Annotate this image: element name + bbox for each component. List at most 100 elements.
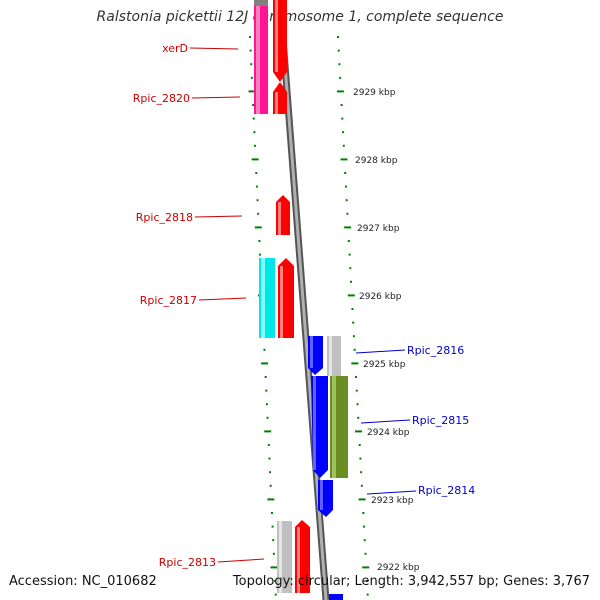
gene-arrow-rpic2814-highlight — [320, 480, 323, 510]
left-frame-tick — [274, 593, 277, 596]
right-frame-tick — [345, 199, 348, 202]
left-frame-tick — [266, 416, 269, 419]
right-frame-tick — [358, 444, 361, 446]
gene-label-rpic2818: Rpic_2818 — [136, 211, 193, 224]
gene-arrow-rpic2813-highlight — [297, 527, 300, 593]
right-frame-tick — [344, 172, 347, 174]
left-frame-tick — [272, 552, 275, 555]
scale-label-2928: 2928 kbp — [355, 156, 398, 166]
right-frame-tick — [366, 593, 369, 596]
left-frame-tick — [261, 362, 269, 365]
left-frame-tick — [255, 185, 258, 188]
left-frame-tick — [265, 389, 268, 392]
right-frame-tick — [352, 321, 355, 324]
gene-label-group-right: Rpic_2816 Rpic_2815 Rpic_2814 — [355, 344, 475, 497]
gene-block-top-gray — [254, 0, 268, 6]
right-frame-tick — [359, 457, 362, 460]
map-title: Ralstonia pickettii 12J chromosome 1, co… — [96, 9, 504, 25]
left-frame-tick — [259, 253, 262, 256]
left-frame-tick — [267, 498, 275, 501]
gene-label-rpic2820: Rpic_2820 — [133, 92, 190, 105]
left-frame-tick — [250, 63, 253, 66]
right-frame-tick — [358, 498, 366, 501]
leader-line-rpic2816 — [355, 349, 406, 354]
right-frame-tick — [340, 158, 348, 161]
left-frame-tick — [270, 512, 273, 514]
right-frame-tick — [344, 226, 352, 229]
leader-line-xerD — [189, 47, 239, 50]
right-frame-tick — [356, 403, 359, 406]
right-frame-tick — [347, 294, 355, 297]
left-frame-tick — [270, 566, 278, 569]
left-frame-tick — [274, 580, 277, 582]
right-frame-tick — [364, 552, 367, 555]
gene-label-rpic2814: Rpic_2814 — [418, 484, 475, 497]
right-frame-tick — [349, 267, 352, 270]
left-frame-tick — [248, 90, 256, 93]
right-frame-tick — [339, 76, 342, 79]
scale-label-2924: 2924 kbp — [367, 428, 410, 438]
right-frame-tick — [363, 539, 366, 542]
leader-line-rpic2820 — [191, 96, 241, 99]
right-frame-tick — [351, 308, 354, 310]
leader-line-rpic2813 — [217, 558, 265, 563]
left-frame-tick — [264, 376, 267, 378]
right-frame-tick — [341, 117, 344, 120]
right-frame-tick — [362, 566, 370, 569]
right-frame-tick — [337, 49, 340, 52]
gene-arrow-rpic2818-highlight — [278, 202, 281, 235]
right-frame-tick — [353, 348, 356, 351]
leader-line-rpic2817 — [198, 297, 247, 301]
gene-arrow-rpic2820-highlight — [275, 92, 278, 114]
left-frame-tick — [252, 104, 255, 106]
gene-label-rpic2817: Rpic_2817 — [140, 294, 197, 307]
leader-line-rpic2818 — [194, 215, 243, 218]
gene-block-xerD-strand-highlight — [256, 6, 260, 114]
right-frame-tick — [362, 512, 365, 514]
gene-arrow-xerD-highlight — [275, 0, 278, 72]
leader-line-rpic2815 — [360, 419, 411, 424]
left-frame-tick — [269, 484, 272, 487]
gene-label-group-left: xerD Rpic_2820 Rpic_2818 Rpic_2817 Rpic_… — [133, 42, 265, 569]
left-frame-tick — [252, 117, 255, 120]
gene-block-rpic2813-gray-highlight — [279, 521, 282, 593]
right-frame-tick — [363, 525, 366, 528]
left-frame-tick — [251, 158, 259, 161]
left-frame-tick — [267, 444, 270, 446]
gene-label-xerD: xerD — [162, 42, 188, 55]
scale-label-2922: 2922 kbp — [377, 563, 420, 573]
scale-label-2926: 2926 kbp — [359, 292, 402, 302]
left-frame-tick — [254, 144, 257, 147]
genome-summary-text: Topology: circular; Length: 3,942,557 bp… — [232, 574, 590, 589]
gene-label-rpic2815: Rpic_2815 — [412, 414, 469, 427]
gene-block-rpic2817-cyan-highlight — [261, 258, 265, 338]
right-frame-tick — [351, 362, 359, 365]
right-frame-tick — [342, 131, 345, 134]
scale-label-2925: 2925 kbp — [363, 360, 406, 370]
right-frame-tick — [365, 580, 368, 582]
left-frame-tick — [249, 36, 251, 38]
right-frame-tick — [360, 484, 363, 487]
right-frame-tick — [355, 376, 358, 378]
right-frame-tick — [347, 240, 350, 242]
right-frame-tick — [348, 253, 351, 256]
right-frame-tick — [338, 63, 341, 66]
right-frame-tick — [357, 416, 360, 419]
right-frame-tick — [340, 104, 343, 106]
left-frame-tick — [265, 403, 268, 406]
left-frame-tick — [256, 199, 259, 202]
right-frame-tick — [336, 90, 344, 93]
right-frame-tick — [346, 212, 349, 215]
left-frame-tick — [272, 539, 275, 542]
left-frame-tick — [254, 226, 262, 229]
left-frame-tick — [269, 471, 272, 474]
left-frame-tick — [255, 172, 258, 174]
gene-block-bottom-blue — [329, 594, 343, 600]
right-frame-tick — [342, 144, 345, 147]
right-frame-tick — [344, 185, 347, 188]
left-frame-tick — [258, 240, 261, 242]
left-frame-tick — [249, 49, 252, 52]
scale-label-2927: 2927 kbp — [357, 224, 400, 234]
gene-block-rpic2816-gray-highlight — [329, 336, 332, 376]
